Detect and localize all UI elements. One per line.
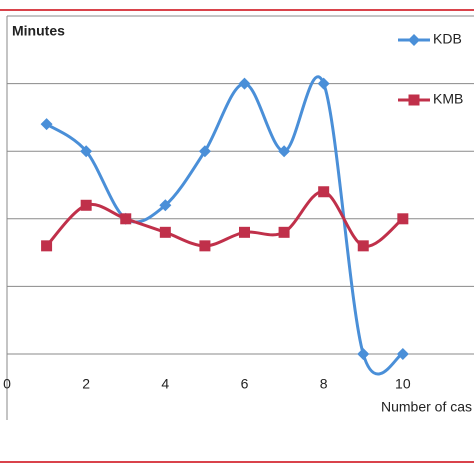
marker bbox=[80, 145, 93, 158]
series-line bbox=[45, 190, 404, 248]
y-axis-label: Minutes bbox=[12, 23, 65, 39]
legend-marker bbox=[408, 94, 420, 106]
marker bbox=[238, 77, 251, 90]
legend-label: KDB bbox=[433, 31, 462, 47]
x-tick-label: 2 bbox=[82, 376, 90, 392]
marker bbox=[199, 240, 211, 252]
marker bbox=[80, 199, 92, 211]
marker bbox=[396, 348, 409, 360]
marker bbox=[278, 145, 291, 158]
x-axis-label: Number of cas bbox=[381, 399, 472, 415]
marker bbox=[41, 240, 53, 252]
marker bbox=[318, 186, 330, 198]
x-tick-label: 6 bbox=[241, 376, 249, 392]
marker bbox=[357, 348, 370, 360]
marker bbox=[120, 213, 132, 225]
marker bbox=[397, 213, 409, 225]
x-tick-label: 10 bbox=[395, 376, 411, 392]
marker bbox=[198, 145, 211, 158]
legend-label: KMB bbox=[433, 91, 463, 107]
marker bbox=[159, 226, 171, 238]
marker bbox=[357, 240, 369, 252]
marker bbox=[317, 77, 330, 90]
marker bbox=[159, 199, 172, 212]
marker bbox=[278, 226, 290, 238]
marker bbox=[239, 226, 250, 238]
marker bbox=[40, 118, 53, 131]
x-tick-label: 0 bbox=[3, 376, 11, 392]
x-tick-label: 8 bbox=[320, 376, 328, 392]
legend-marker bbox=[408, 34, 420, 46]
x-tick-label: 4 bbox=[161, 376, 169, 392]
